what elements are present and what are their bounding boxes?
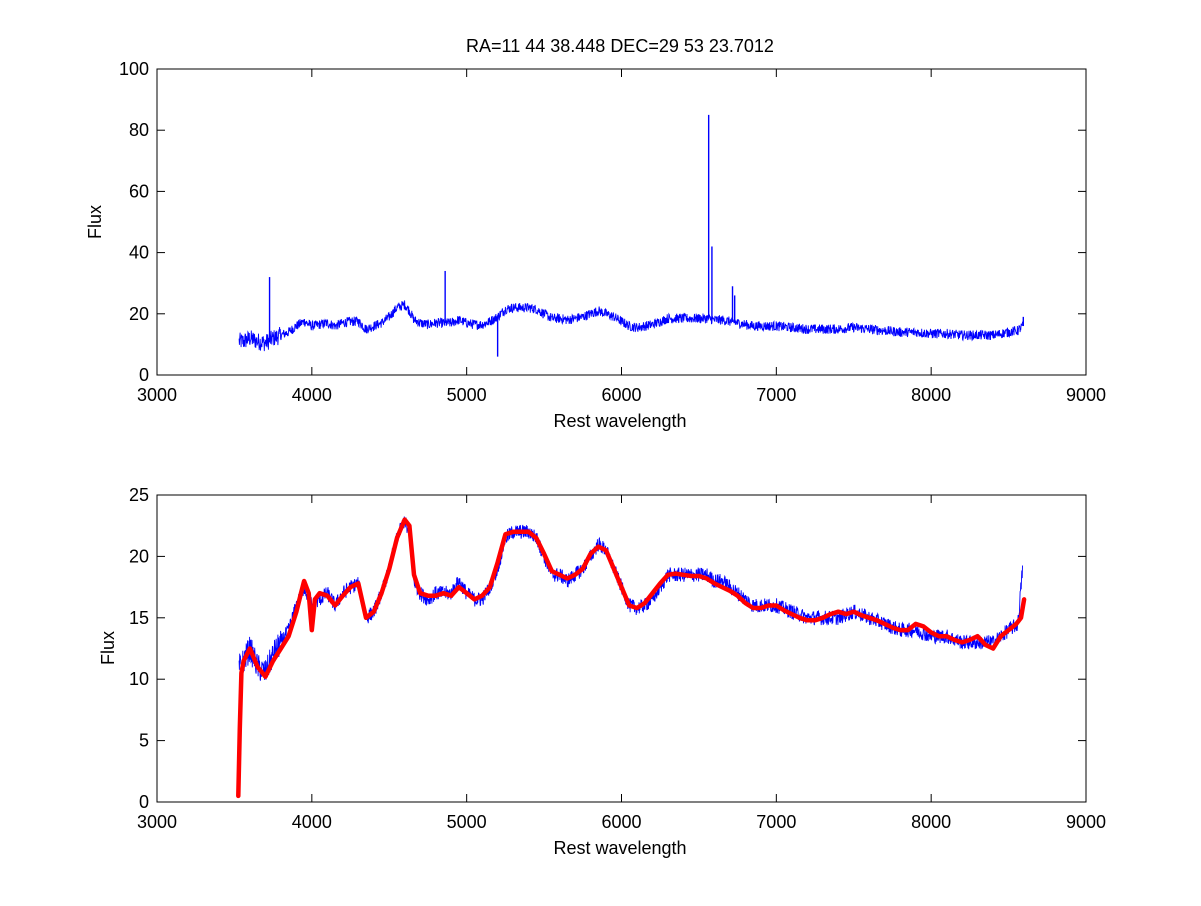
bottom-panel: 3000 4000 5000 6000 7000 8000 9000 0 5 10 15 20 25 R… bbox=[98, 485, 1106, 858]
top-xtick-label: 3000 bbox=[137, 385, 177, 405]
bottom-panel-ylabel: Flux bbox=[98, 631, 118, 665]
bottom-ytick-label: 5 bbox=[139, 731, 149, 751]
bottom-ytick-label: 0 bbox=[139, 792, 149, 812]
top-xtick-label: 9000 bbox=[1066, 385, 1106, 405]
figure-title: RA=11 44 38.448 DEC=29 53 23.7012 bbox=[466, 36, 774, 56]
top-panel-marks bbox=[238, 114, 1024, 357]
bottom-ytick-label: 20 bbox=[129, 546, 149, 566]
top-panel-xlabel: Rest wavelength bbox=[553, 411, 686, 431]
top-ytick-label: 20 bbox=[129, 304, 149, 324]
bottom-panel-frame bbox=[156, 494, 1087, 803]
top-ytick-label: 80 bbox=[129, 120, 149, 140]
top-ytick-label: 40 bbox=[129, 243, 149, 263]
top-xtick-label: 6000 bbox=[601, 385, 641, 405]
top-xtick-label: 7000 bbox=[756, 385, 796, 405]
top-xtick-label: 4000 bbox=[292, 385, 332, 405]
bottom-fit-line bbox=[236, 517, 1027, 799]
bottom-xtick-label: 5000 bbox=[447, 812, 487, 832]
top-ytick-label: 60 bbox=[129, 181, 149, 201]
bottom-xtick-label: 8000 bbox=[911, 812, 951, 832]
top-panel-ylabel: Flux bbox=[85, 205, 105, 239]
top-xtick-label: 5000 bbox=[447, 385, 487, 405]
top-ytick-label: 100 bbox=[119, 59, 149, 79]
bottom-xtick-label: 6000 bbox=[601, 812, 641, 832]
bottom-panel-ticks: 3000 4000 5000 6000 7000 8000 9000 0 5 10 15 20 25 bbox=[129, 485, 1106, 832]
bottom-panel-xlabel: Rest wavelength bbox=[553, 838, 686, 858]
bottom-panel-marks bbox=[236, 516, 1027, 799]
bottom-ytick-label: 15 bbox=[129, 608, 149, 628]
bottom-xtick-label: 4000 bbox=[292, 812, 332, 832]
bottom-spectrum-line bbox=[238, 516, 1023, 681]
top-panel: 3000 4000 5000 6000 7000 8000 9000 0 20 40 60 80 100… bbox=[85, 59, 1106, 431]
bottom-ytick-label: 25 bbox=[129, 485, 149, 505]
top-panel-ticks: 3000 4000 5000 6000 7000 8000 9000 0 20 40 60 80 100 bbox=[119, 59, 1106, 405]
top-panel-frame bbox=[156, 68, 1087, 376]
top-ytick-label: 0 bbox=[139, 365, 149, 385]
top-spectrum-line bbox=[238, 300, 1023, 352]
bottom-xtick-label: 3000 bbox=[137, 812, 177, 832]
bottom-xtick-label: 7000 bbox=[756, 812, 796, 832]
bottom-ytick-label: 10 bbox=[129, 669, 149, 689]
bottom-xtick-label: 9000 bbox=[1066, 812, 1106, 832]
top-xtick-label: 8000 bbox=[911, 385, 951, 405]
